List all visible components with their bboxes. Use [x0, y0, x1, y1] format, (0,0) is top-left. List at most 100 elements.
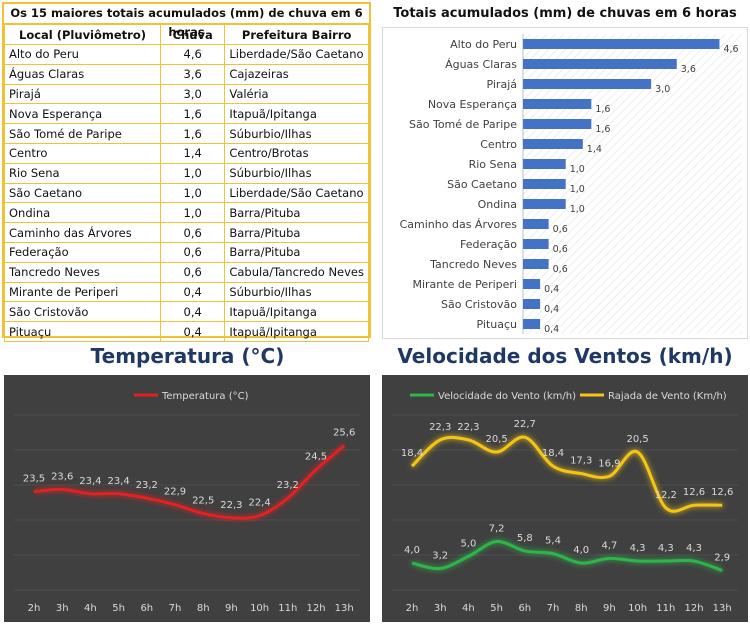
legend-label: Temperatura (°C): [161, 391, 249, 402]
table-cell-chuva: 3,6: [160, 63, 226, 85]
temperature-chart: 2h 3h 4h 5h 6h 7h 8h 9h 10h 11h 12h 13h Temperatura …: [4, 375, 370, 622]
table-cell-local: São Cristovão: [3, 301, 162, 323]
data-label: 5,8: [517, 533, 533, 544]
table-cell-local: São Tomé de Paripe: [3, 123, 162, 144]
data-label: 23,6: [51, 471, 73, 482]
data-label: 4,3: [686, 543, 702, 554]
table-row: São Tomé de Paripe 1,6 Súburbio/Ilhas: [3, 123, 369, 144]
bar-category-label: Centro: [480, 138, 517, 151]
table-row: Pirajá 3,0 Valéria: [3, 83, 369, 105]
legend-label: Velocidade do Vento (km/h): [438, 391, 576, 402]
wind-heading: Velocidade dos Ventos (km/h): [397, 344, 733, 368]
x-tick-label: 8h: [197, 603, 210, 614]
data-label: 22,7: [514, 419, 536, 430]
x-tick-label: 9h: [225, 603, 238, 614]
table-cell-local: Pirajá: [3, 83, 162, 105]
bar-value-label: 1,0: [570, 164, 585, 175]
x-tick-label: 5h: [490, 603, 503, 614]
table-cell-local: Federação: [3, 241, 162, 263]
table-row: Caminho das Árvores 0,6 Barra/Pituba: [3, 222, 369, 243]
table-row: Nova Esperança 1,6 Itapuã/Ipitanga: [3, 103, 369, 125]
data-label: 22,9: [164, 487, 186, 498]
data-label: 23,2: [136, 480, 158, 491]
table-cell-bairro: Itapuã/Ipitanga: [224, 103, 369, 125]
data-label: 23,5: [23, 474, 45, 485]
x-tick-label: 3h: [434, 603, 447, 614]
data-label: 17,3: [570, 456, 592, 467]
bar: [523, 319, 541, 329]
table-row: Mirante de Periperi 0,4 Súburbio/Ilhas: [3, 281, 369, 303]
data-label: 4,3: [630, 543, 646, 554]
rain-bar-chart: Totais acumulados (mm) de chuvas em 6 ho…: [380, 0, 750, 340]
bar: [523, 279, 541, 289]
table-row: Federação 0,6 Barra/Pituba: [3, 241, 369, 263]
table-cell-chuva: 0,4: [160, 281, 226, 303]
table-cell-chuva: 0,6: [160, 261, 226, 283]
bar: [523, 179, 566, 189]
table-cell-local: Centro: [3, 142, 162, 164]
data-label: 5,4: [545, 536, 561, 547]
bar: [523, 59, 677, 69]
bar-category-label: Alto do Peru: [450, 38, 517, 51]
data-label: 3,2: [432, 550, 448, 561]
bar-category-label: São Tomé de Paripe: [409, 118, 517, 131]
x-tick-label: 13h: [335, 603, 354, 614]
data-label: 12,6: [683, 487, 705, 498]
x-tick-label: 3h: [56, 603, 69, 614]
bar-chart-svg: Alto do Peru 4,6 Águas Claras 3,6 Pirajá 3,0 N…: [400, 34, 742, 335]
data-label: 18,4: [542, 448, 564, 459]
table-row: Pituaçu 0,4 Itapuã/Ipitanga: [3, 321, 369, 342]
table-row: São Caetano 1,0 Liberdade/São Caetano: [3, 182, 369, 204]
table-cell-local: Nova Esperança: [3, 103, 162, 125]
bar: [523, 239, 549, 249]
table-cell-local: Pituaçu: [3, 321, 162, 342]
x-tick-label: 9h: [603, 603, 616, 614]
x-tick-label: 8h: [575, 603, 588, 614]
bar-category-label: Caminho das Árvores: [400, 218, 518, 231]
table-row: São Cristovão 0,4 Itapuã/Ipitanga: [3, 301, 369, 323]
table-cell-chuva: 0,4: [160, 301, 226, 323]
x-tick-label: 7h: [547, 603, 560, 614]
x-tick-label: 6h: [140, 603, 153, 614]
bar-chart-frame: Alto do Peru 4,6 Águas Claras 3,6 Pirajá 3,0 N…: [382, 27, 748, 339]
bar-category-label: Tancredo Neves: [429, 258, 517, 271]
table-cell-local: Alto do Peru: [3, 44, 162, 65]
legend-label: Rajada de Vento (Km/h): [608, 391, 727, 402]
table-cell-chuva: 1,6: [160, 123, 226, 144]
table-cell-bairro: Barra/Pituba: [224, 241, 369, 263]
bar-category-label: Nova Esperança: [428, 98, 517, 111]
bar-chart-title: Totais acumulados (mm) de chuvas em 6 ho…: [393, 6, 737, 21]
bar: [523, 159, 566, 169]
bar-category-label: Rio Sena: [469, 158, 517, 171]
bar-category-label: Mirante de Periperi: [412, 278, 517, 291]
bar-value-label: 1,6: [595, 124, 610, 135]
data-label: 22,4: [248, 498, 270, 509]
data-label: 4,0: [404, 545, 420, 556]
column-header-bairro: Prefeitura Bairro: [224, 24, 369, 45]
x-tick-label: 12h: [684, 603, 703, 614]
x-tick-label: 10h: [628, 603, 647, 614]
x-tick-label: 11h: [656, 603, 675, 614]
table-title: Os 15 maiores totais acumulados (mm) de …: [4, 4, 369, 39]
table-cell-chuva: 3,0: [160, 83, 226, 105]
x-tick-label: 7h: [169, 603, 182, 614]
series-line: [411, 540, 723, 572]
data-label: 22,3: [220, 500, 242, 511]
table-cell-chuva: 1,0: [160, 202, 226, 224]
table-row: Águas Claras 3,6 Cajazeiras: [3, 63, 369, 85]
bar: [523, 139, 583, 149]
bar-value-label: 0,6: [553, 244, 568, 255]
x-tick-label: 2h: [406, 603, 419, 614]
bar: [523, 219, 549, 229]
bar-value-label: 0,4: [544, 304, 559, 315]
bar: [523, 199, 566, 209]
table-cell-chuva: 0,6: [160, 241, 226, 263]
bar: [523, 79, 652, 89]
table-cell-bairro: Cabula/Tancredo Neves: [224, 261, 369, 283]
bar-value-label: 0,4: [544, 284, 559, 295]
x-tick-label: 2h: [28, 603, 41, 614]
bar: [523, 39, 720, 49]
table-cell-bairro: Itapuã/Ipitanga: [224, 321, 369, 342]
data-label: 12,6: [711, 487, 733, 498]
temperature-chart-svg: 2h 3h 4h 5h 6h 7h 8h 9h 10h 11h 12h 13h Temperatura …: [14, 391, 360, 614]
